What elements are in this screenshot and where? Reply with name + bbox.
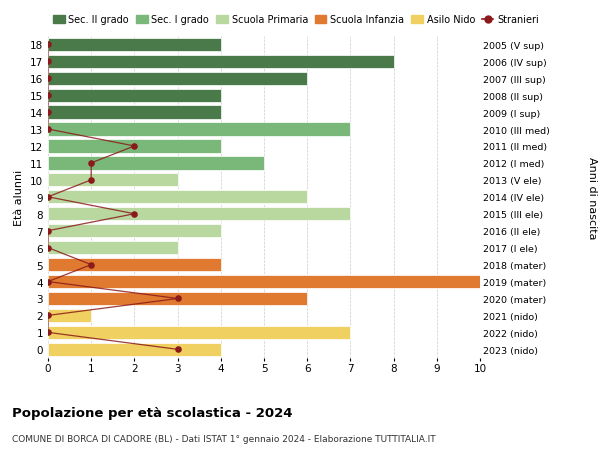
Bar (48, 73, 307, 85)
Bar (48, 191, 307, 204)
Point (86, 177, 96, 184)
Text: Popolazione per età scolastica - 2024: Popolazione per età scolastica - 2024 (12, 406, 293, 419)
Bar (48, 258, 221, 272)
Bar (48, 241, 178, 255)
Text: Anni di nascita: Anni di nascita (587, 156, 597, 239)
Bar (48, 106, 221, 119)
Bar (48, 326, 350, 339)
Point (43, 245, 53, 252)
Point (130, 211, 139, 218)
Point (173, 346, 182, 353)
Point (43, 312, 53, 319)
Point (173, 295, 182, 302)
Point (86, 160, 96, 167)
Bar (48, 224, 221, 238)
Point (43, 109, 53, 117)
Point (43, 329, 53, 336)
Bar (48, 56, 394, 69)
Bar (48, 292, 307, 305)
Legend: Sec. II grado, Sec. I grado, Scuola Primaria, Scuola Infanzia, Asilo Nido, Stran: Sec. II grado, Sec. I grado, Scuola Prim… (53, 16, 539, 25)
Point (43, 58, 53, 66)
Point (43, 228, 53, 235)
Point (43, 126, 53, 134)
Bar (48, 90, 221, 102)
Point (43, 278, 53, 285)
Bar (48, 157, 264, 170)
Point (43, 75, 53, 83)
Y-axis label: Età alunni: Età alunni (14, 169, 25, 225)
Bar (48, 174, 178, 187)
Point (43, 194, 53, 201)
Bar (48, 343, 221, 356)
Point (43, 92, 53, 100)
Bar (48, 39, 221, 52)
Point (130, 143, 139, 150)
Bar (48, 275, 480, 289)
Bar (48, 140, 221, 153)
Point (86, 261, 96, 269)
Text: COMUNE DI BORCA DI CADORE (BL) - Dati ISTAT 1° gennaio 2024 - Elaborazione TUTTI: COMUNE DI BORCA DI CADORE (BL) - Dati IS… (12, 434, 436, 443)
Point (43, 41, 53, 49)
Bar (48, 207, 350, 221)
Bar (48, 123, 350, 136)
Bar (48, 309, 91, 322)
